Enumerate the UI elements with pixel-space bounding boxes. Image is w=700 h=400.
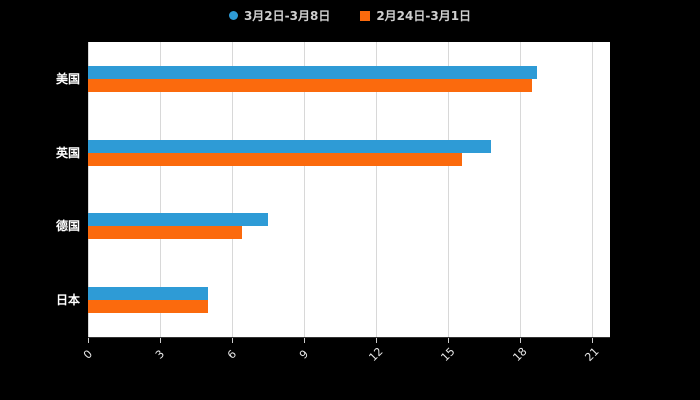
x-axis-tick-label: 15	[438, 344, 458, 365]
gridline	[448, 42, 449, 337]
legend-item-series1[interactable]: 3月2日-3月8日	[228, 7, 331, 24]
x-axis-tick-mark	[376, 338, 377, 343]
x-axis-tick-label: 18	[510, 344, 530, 365]
legend-label-series2: 2月24日-3月1日	[376, 9, 472, 23]
gridline	[304, 42, 305, 337]
x-axis-tick-mark	[448, 338, 449, 343]
x-axis-tick-mark	[88, 338, 89, 343]
category-label: 德国	[55, 219, 80, 234]
gridline	[232, 42, 233, 337]
x-axis-tick-mark	[520, 338, 521, 343]
plot-area	[88, 42, 610, 338]
legend-label-series1: 3月2日-3月8日	[243, 9, 331, 23]
bar-series2[interactable]	[88, 300, 208, 314]
bar-series1[interactable]	[88, 213, 268, 227]
x-axis-tick-mark	[592, 338, 593, 343]
bar-series2[interactable]	[88, 226, 242, 240]
x-axis-tick-label: 3	[152, 347, 168, 362]
series2-square-marker-icon	[360, 10, 371, 21]
x-axis-tick-mark	[304, 338, 305, 343]
x-axis-tick-label: 12	[366, 344, 386, 365]
category-label: 英国	[55, 145, 80, 160]
legend-item-series2[interactable]: 2月24日-3月1日	[360, 7, 471, 24]
gridline	[88, 42, 89, 337]
x-axis-tick-mark	[232, 338, 233, 343]
x-axis-tick-label: 21	[582, 344, 602, 365]
category-label: 日本	[55, 293, 80, 308]
bar-series1[interactable]	[88, 139, 492, 153]
chart-legend: 3月2日-3月8日 2月24日-3月1日	[0, 7, 700, 24]
gridline	[520, 42, 521, 337]
gridline	[160, 42, 161, 337]
gridline	[592, 42, 593, 337]
x-axis-tick-label: 6	[224, 347, 240, 362]
bar-series1[interactable]	[88, 65, 537, 79]
series1-circle-marker-icon	[228, 11, 238, 20]
category-label: 美国	[55, 71, 80, 86]
x-axis-tick-mark	[160, 338, 161, 343]
gridline	[376, 42, 377, 337]
x-axis-tick-label: 0	[80, 347, 96, 362]
bar-series2[interactable]	[88, 152, 463, 166]
bar-series1[interactable]	[88, 287, 208, 301]
bar-series2[interactable]	[88, 78, 532, 92]
x-axis-tick-label: 9	[296, 347, 312, 362]
